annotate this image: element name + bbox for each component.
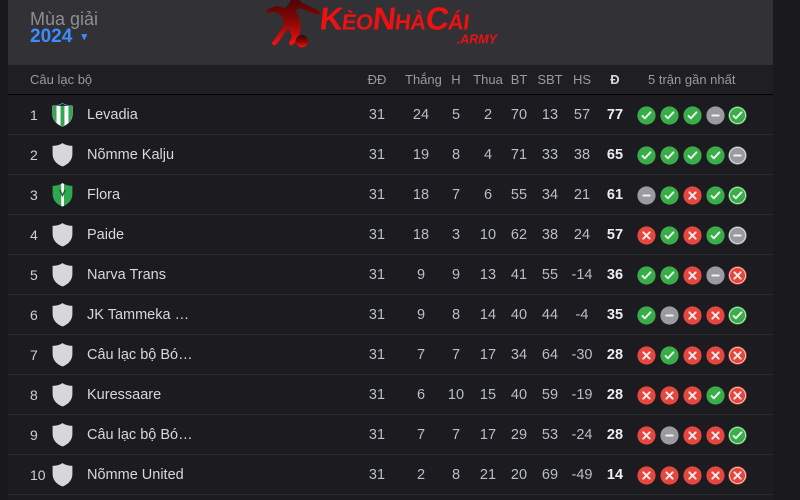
- svg-text:KèoNhàCái: KèoNhàCái: [318, 1, 471, 37]
- svg-text:.ARMY: .ARMY: [457, 32, 499, 46]
